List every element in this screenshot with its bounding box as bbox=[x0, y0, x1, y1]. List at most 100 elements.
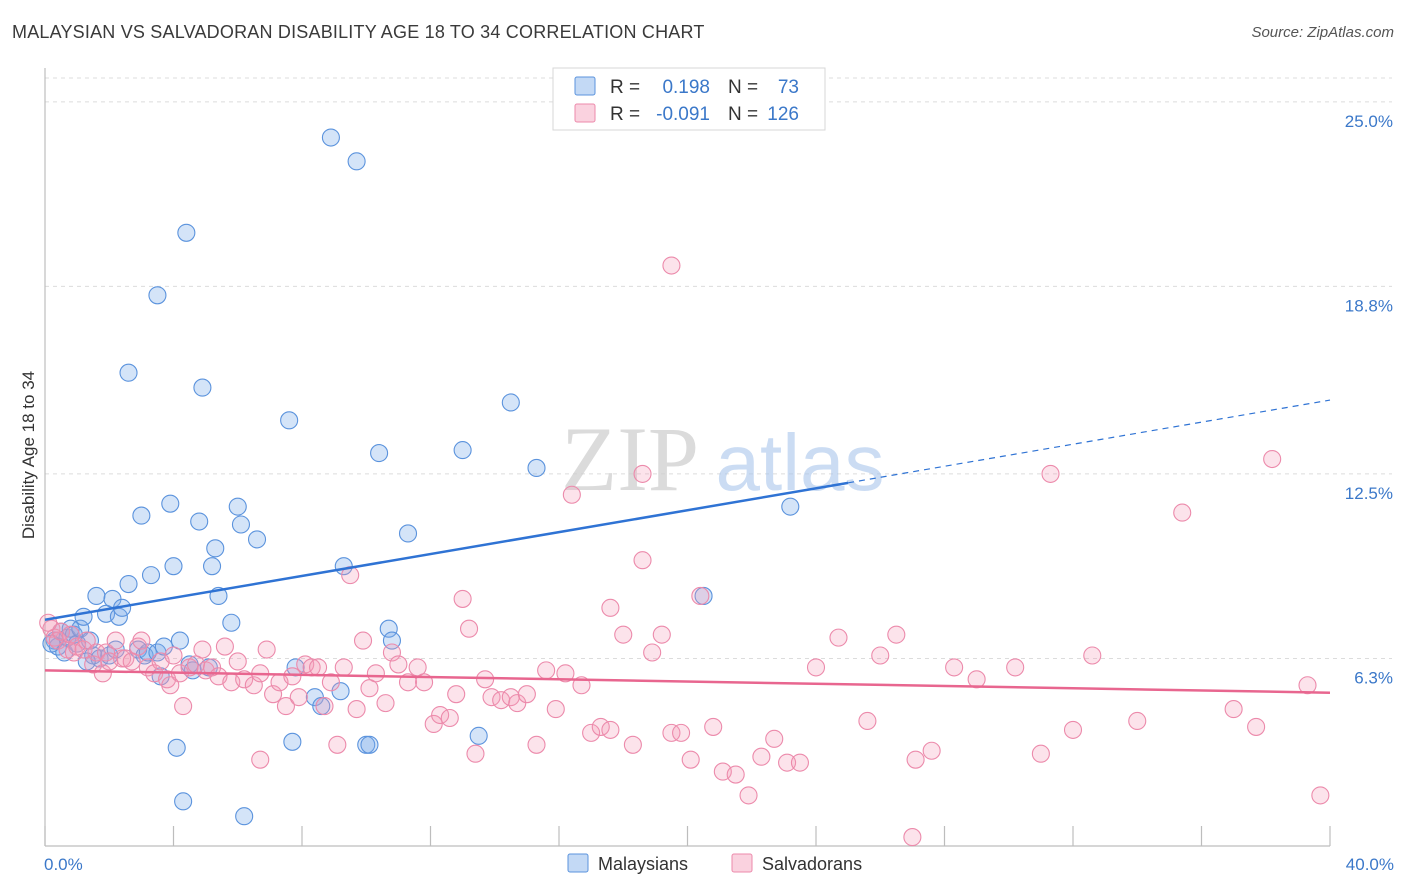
legend-r-value-0: 0.198 bbox=[662, 77, 710, 98]
salvadorans-point bbox=[662, 256, 681, 275]
salvadorans-point bbox=[328, 735, 347, 754]
bottom-legend-label-salvadorans: Salvadorans bbox=[762, 854, 862, 874]
salvadorans-point bbox=[334, 658, 353, 677]
salvadorans-point bbox=[77, 631, 96, 650]
malaysians-point bbox=[87, 586, 106, 606]
salvadorans-point bbox=[887, 625, 906, 644]
salvadorans-point bbox=[164, 646, 183, 665]
salvadorans-point bbox=[829, 628, 848, 647]
malaysians-point bbox=[132, 506, 151, 525]
salvadorans-point bbox=[601, 720, 620, 739]
salvadorans-point bbox=[1006, 658, 1025, 677]
salvadorans-point bbox=[466, 744, 485, 763]
malaysians-point bbox=[347, 152, 366, 171]
bottom-legend-label-malaysians: Malaysians bbox=[598, 854, 688, 874]
malaysians-point bbox=[469, 726, 488, 745]
salvadorans-point bbox=[1263, 449, 1282, 469]
malaysians-point bbox=[164, 557, 183, 576]
malaysians-point bbox=[203, 557, 222, 576]
salvadorans-point bbox=[906, 750, 925, 769]
salvadorans-point bbox=[289, 688, 308, 707]
salvadorans-point bbox=[726, 765, 745, 784]
malaysians-point bbox=[193, 378, 212, 397]
salvadorans-point bbox=[447, 685, 466, 704]
salvadorans-point bbox=[672, 723, 691, 742]
salvadorans-point bbox=[315, 697, 334, 716]
salvadorans-point bbox=[601, 598, 620, 617]
malaysians-point bbox=[190, 512, 209, 531]
malaysians-point bbox=[527, 458, 546, 478]
malaysians-point bbox=[119, 574, 138, 594]
salvadorans-point bbox=[623, 735, 642, 754]
salvadorans-point bbox=[215, 637, 234, 656]
salvadorans-point bbox=[643, 643, 662, 662]
legend-n-value-0: 73 bbox=[778, 77, 799, 98]
salvadorans-point bbox=[1083, 646, 1102, 665]
salvadorans-point bbox=[203, 658, 222, 677]
malaysians-point bbox=[231, 515, 251, 534]
salvadorans-point bbox=[517, 685, 536, 704]
y-axis-title: Disability Age 18 to 34 bbox=[19, 371, 38, 539]
salvadorans-point bbox=[174, 697, 193, 716]
malaysians-point bbox=[161, 494, 180, 513]
chart-title: MALAYSIAN VS SALVADORAN DISABILITY AGE 1… bbox=[12, 22, 705, 42]
salvadorans-point bbox=[614, 625, 633, 644]
bottom-legend-swatch-malaysians bbox=[567, 853, 589, 873]
salvadorans-point bbox=[424, 714, 443, 734]
y-tick-label: 12.5% bbox=[1345, 484, 1393, 503]
legend-n-value-1: 126 bbox=[767, 104, 799, 125]
salvadorans-point bbox=[264, 685, 283, 704]
malaysians-point bbox=[379, 619, 398, 638]
malaysians-point bbox=[360, 735, 379, 754]
malaysians-point bbox=[398, 524, 418, 543]
salvadorans-point bbox=[633, 551, 652, 570]
salvadorans-point bbox=[122, 652, 141, 671]
salvadorans-point bbox=[765, 729, 784, 748]
salvadorans-point bbox=[276, 697, 295, 716]
y-tick-label: 18.8% bbox=[1345, 296, 1393, 315]
malaysians-point bbox=[170, 631, 189, 650]
bottom-legend-swatch-salvadorans bbox=[731, 853, 753, 873]
salvadorans-point bbox=[161, 676, 180, 695]
salvadorans-point bbox=[353, 631, 373, 650]
salvadorans-point bbox=[1311, 786, 1330, 805]
salvadorans-point bbox=[251, 750, 270, 769]
salvadorans-point bbox=[61, 625, 80, 644]
malaysians-point bbox=[247, 530, 267, 549]
malaysians-point bbox=[501, 393, 520, 412]
malaysians-point bbox=[781, 497, 800, 516]
trend-lines bbox=[44, 399, 1331, 694]
legend-n-label-0: N = bbox=[728, 77, 758, 98]
malaysians-point bbox=[74, 607, 93, 626]
bottom-legend: Malaysians Salvadorans bbox=[567, 853, 862, 874]
salvadorans-point bbox=[257, 640, 276, 659]
gridlines bbox=[45, 77, 1392, 659]
salvadorans-point bbox=[106, 631, 125, 650]
salvadorans-point bbox=[1128, 711, 1147, 731]
salvadorans-point bbox=[321, 673, 340, 692]
malaysians-trend-extension bbox=[848, 399, 1331, 484]
salvadorans-point bbox=[1247, 717, 1266, 736]
malaysians-point bbox=[283, 732, 302, 751]
x-tick-label: 0.0% bbox=[44, 855, 83, 874]
malaysians-point bbox=[71, 619, 90, 638]
salvadorans-point bbox=[858, 711, 877, 731]
axes bbox=[44, 68, 1331, 847]
salvadorans-point bbox=[903, 828, 922, 847]
salvadorans-point bbox=[1173, 503, 1192, 522]
legend-swatch-salvadorans bbox=[574, 103, 596, 123]
salvadorans-point bbox=[360, 679, 379, 698]
salvadorans-point bbox=[546, 700, 565, 719]
salvadorans-point bbox=[633, 464, 652, 483]
salvadorans-point bbox=[537, 661, 556, 680]
salvadorans-point bbox=[790, 753, 809, 772]
y-tick-label: 6.3% bbox=[1354, 668, 1393, 687]
salvadorans-point bbox=[398, 673, 418, 692]
salvadorans-trend-line bbox=[44, 669, 1331, 694]
salvadorans-point bbox=[87, 643, 106, 662]
salvadorans-point bbox=[459, 619, 479, 638]
salvadorans-points bbox=[39, 256, 1330, 847]
salvadorans-point bbox=[347, 700, 366, 719]
watermark: ZIP atlas bbox=[561, 408, 884, 510]
